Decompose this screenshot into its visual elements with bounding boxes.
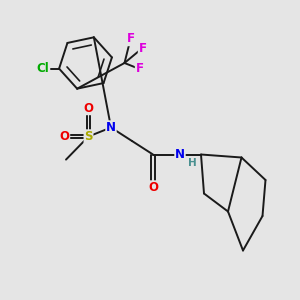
Text: N: N [106, 121, 116, 134]
Text: F: F [127, 32, 134, 46]
Text: F: F [136, 62, 143, 76]
Text: O: O [59, 130, 70, 143]
Text: F: F [139, 41, 146, 55]
Text: O: O [83, 101, 94, 115]
Text: N: N [175, 148, 185, 161]
Text: H: H [188, 158, 197, 169]
Text: Cl: Cl [37, 62, 50, 75]
Text: S: S [84, 130, 93, 143]
Text: O: O [148, 181, 158, 194]
